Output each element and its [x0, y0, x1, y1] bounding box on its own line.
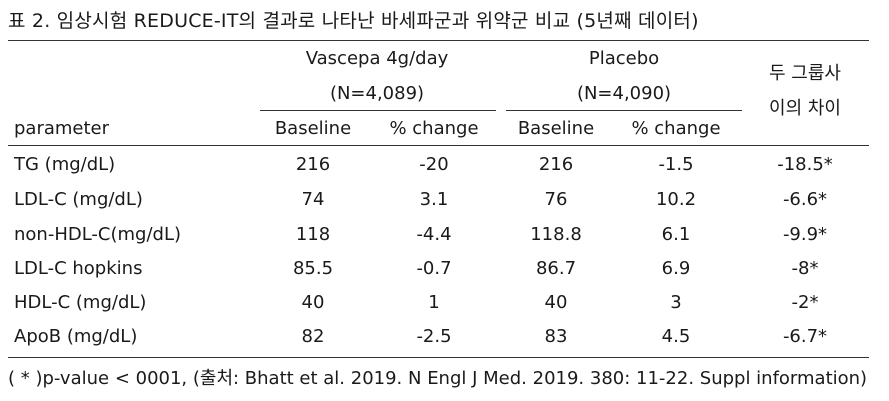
row-parameter: ApoB (mg/dL): [14, 326, 138, 347]
row-placebo-change: 10.2: [655, 189, 697, 210]
row-placebo-baseline: 86.7: [535, 258, 577, 279]
row-vascepa-baseline: 40: [301, 292, 325, 313]
row-parameter: LDL-C (mg/dL): [14, 189, 143, 210]
row-placebo-change: 6.9: [661, 258, 691, 279]
row-vascepa-change: 3.1: [419, 189, 449, 210]
row-vascepa-change: -4.4: [416, 224, 452, 245]
row-parameter: LDL-C hopkins: [14, 258, 143, 279]
row-difference: -2*: [791, 292, 819, 313]
row-placebo-change: 4.5: [661, 326, 691, 347]
row-vascepa-baseline: 85.5: [292, 258, 334, 279]
row-placebo-change: 6.1: [661, 224, 691, 245]
row-difference: -9.9*: [782, 224, 828, 245]
row-vascepa-change: -20: [419, 154, 449, 175]
row-placebo-baseline: 83: [544, 326, 568, 347]
row-vascepa-baseline: 74: [301, 189, 325, 210]
row-difference: -6.7*: [782, 326, 828, 347]
row-parameter: TG (mg/dL): [14, 154, 116, 175]
table-footnote: ( * )p-value < 0001, (출처: Bhatt et al. 2…: [8, 368, 868, 389]
group-placebo-name: Placebo: [588, 48, 660, 69]
row-difference: -8*: [791, 258, 819, 279]
row-placebo-baseline: 216: [538, 154, 574, 175]
group-placebo-n: (N=4,090): [576, 83, 672, 104]
row-placebo-baseline: 40: [544, 292, 568, 313]
diff-header-line2: 이의 차이: [769, 98, 841, 119]
group-underline-vascepa: [260, 110, 496, 111]
bottom-rule: [8, 357, 869, 358]
row-vascepa-baseline: 216: [295, 154, 331, 175]
column-header-change-vascepa: % change: [389, 118, 479, 139]
column-header-baseline-placebo: Baseline: [517, 118, 595, 139]
column-header-parameter: parameter: [14, 118, 110, 139]
row-placebo-baseline: 76: [544, 189, 568, 210]
table-caption: 표 2. 임상시험 REDUCE-IT의 결과로 나타난 바세파군과 위약군 비…: [8, 10, 699, 32]
row-placebo-baseline: 118.8: [530, 224, 582, 245]
row-placebo-change: -1.5: [658, 154, 694, 175]
group-vascepa-name: Vascepa 4g/day: [305, 48, 449, 69]
row-parameter: non-HDL-C(mg/dL): [14, 224, 182, 245]
row-vascepa-change: 1: [428, 292, 440, 313]
column-header-change-placebo: % change: [631, 118, 721, 139]
row-vascepa-baseline: 82: [301, 326, 325, 347]
row-difference: -6.6*: [782, 189, 828, 210]
row-vascepa-change: -0.7: [416, 258, 452, 279]
row-vascepa-change: -2.5: [416, 326, 452, 347]
column-header-baseline-vascepa: Baseline: [274, 118, 352, 139]
row-difference: -18.5*: [777, 154, 833, 175]
row-parameter: HDL-C (mg/dL): [14, 292, 147, 313]
header-rule: [8, 145, 869, 146]
row-placebo-change: 3: [670, 292, 682, 313]
group-vascepa-n: (N=4,089): [329, 83, 425, 104]
group-underline-placebo: [506, 110, 742, 111]
diff-header-line1: 두 그룹사: [769, 63, 841, 84]
row-vascepa-baseline: 118: [295, 224, 331, 245]
top-rule: [8, 40, 869, 41]
